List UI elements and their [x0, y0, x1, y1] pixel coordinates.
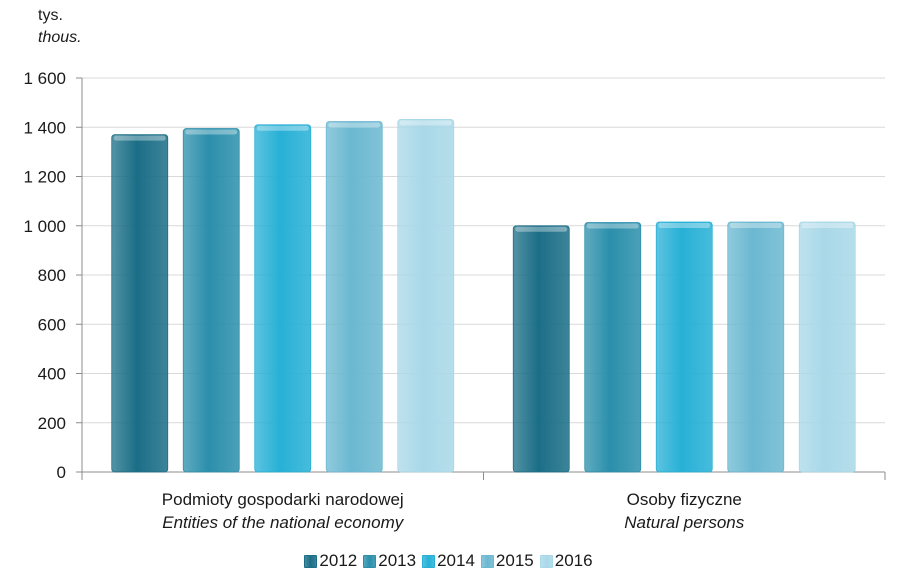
legend-swatch	[304, 554, 318, 568]
y-tick-label: 1 000	[23, 217, 66, 236]
bar-2015	[727, 221, 785, 473]
bar-2012	[111, 134, 169, 473]
bar-2012	[512, 225, 570, 473]
category-label: Osoby fizyczne	[627, 490, 742, 509]
y-tick-label: 400	[38, 365, 66, 384]
legend-label: 2014	[437, 551, 475, 570]
legend-label: 2013	[378, 551, 417, 570]
bar-chart: 0 200 400 600 800 1 000 1 200 1 400 1 600 Podmiot…	[23, 69, 886, 532]
bar-highlight	[113, 135, 166, 141]
y-tick-label: 1 600	[23, 69, 66, 88]
bar-highlight	[256, 125, 309, 131]
bar-highlight	[185, 129, 238, 135]
bar-highlight	[586, 223, 639, 229]
bar-highlight	[399, 120, 452, 126]
category-label: Podmioty gospodarki narodowej	[162, 490, 404, 509]
legend: 2012 2013 2014 2015 2016	[0, 551, 897, 571]
bar-2014	[254, 124, 312, 473]
bar-2016	[397, 118, 455, 473]
bar-2013	[584, 222, 642, 473]
category-label-en: Natural persons	[624, 513, 745, 532]
legend-swatch	[363, 554, 377, 568]
unit-label-en: thous.	[38, 29, 82, 46]
legend-label: 2016	[554, 551, 593, 570]
y-tick-label: 0	[57, 463, 66, 482]
legend-label: 2012	[319, 551, 358, 570]
y-tick-label: 1 200	[23, 168, 66, 187]
legend-swatch	[422, 554, 436, 568]
legend-swatch	[480, 554, 494, 568]
bar-2016	[798, 221, 856, 473]
bar-2015	[325, 121, 383, 473]
legend-item-2013: 2013	[363, 551, 416, 571]
y-tick-label: 200	[38, 414, 66, 433]
legend-label: 2015	[495, 551, 534, 570]
legend-item-2014: 2014	[422, 551, 475, 571]
bar-highlight	[729, 223, 782, 229]
y-tick-label: 600	[38, 315, 66, 334]
legend-swatch	[539, 554, 553, 568]
legend-item-2016: 2016	[539, 551, 593, 571]
y-tick-label: 800	[38, 266, 66, 285]
bar-2013	[182, 128, 240, 473]
bar-highlight	[658, 223, 711, 229]
unit-label: tys.	[38, 7, 63, 24]
bar-2014	[655, 221, 713, 473]
bar-highlight	[328, 122, 381, 128]
category-label-en: Entities of the national economy	[162, 513, 404, 532]
bar-highlight	[515, 226, 568, 232]
y-tick-label: 1 400	[23, 118, 66, 137]
bar-highlight	[801, 223, 854, 229]
legend-item-2012: 2012	[304, 551, 357, 571]
legend-item-2015: 2015	[480, 551, 534, 571]
